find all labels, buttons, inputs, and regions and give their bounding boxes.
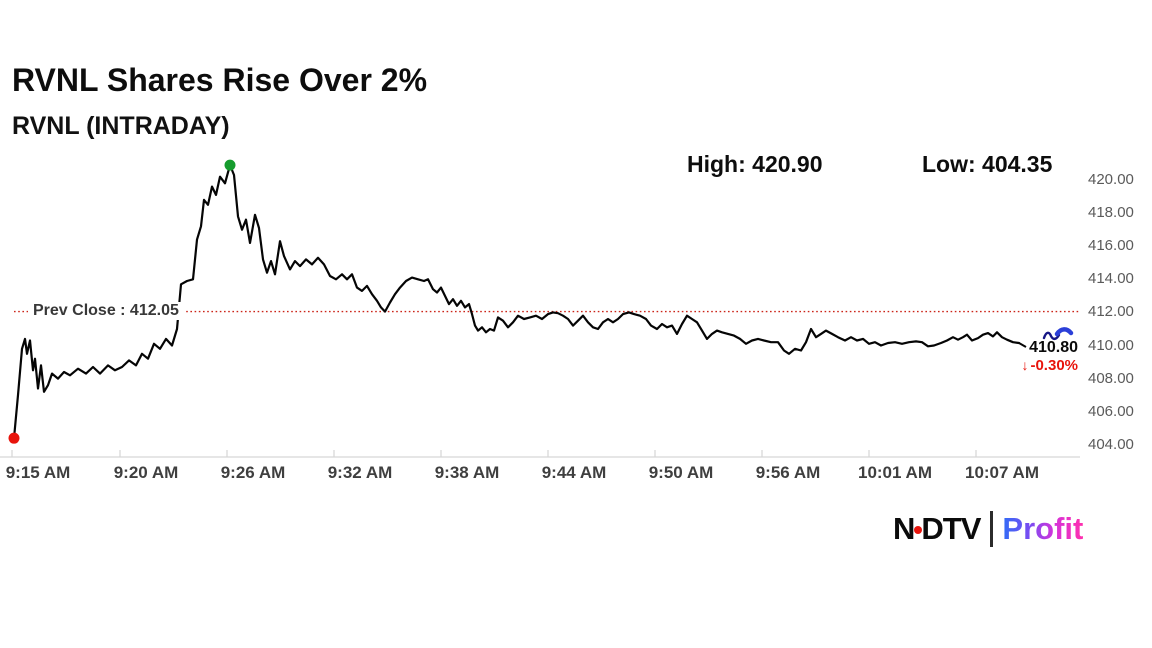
ndtv-letters-dtv: DTV: [921, 511, 981, 546]
change-percent: -0.30%: [1030, 357, 1078, 374]
price-line: [12, 164, 1021, 440]
blue-squiggle-icon: [1042, 331, 1061, 341]
session-high-dot: [224, 159, 236, 171]
price-leader-dash: [1018, 342, 1027, 348]
y-axis-tick-label: 414.00: [1088, 270, 1134, 288]
x-axis-tick-label: 9:26 AM: [220, 463, 286, 482]
blue-squiggle-icon: [1054, 327, 1074, 337]
y-axis-tick-label: 412.00: [1088, 303, 1134, 321]
logo-separator: [990, 511, 994, 547]
profit-wordmark: Profit: [1002, 511, 1084, 546]
x-axis-tick-label: 9:38 AM: [434, 463, 500, 482]
down-arrow-icon: ↓: [1021, 357, 1029, 373]
y-axis-tick-label: 408.00: [1088, 369, 1134, 387]
x-axis-tick-label: 9:56 AM: [755, 463, 821, 482]
y-axis-tick-label: 404.00: [1088, 435, 1134, 453]
x-axis-tick-label: 9:44 AM: [541, 463, 607, 482]
x-axis-tick-label: 9:20 AM: [113, 463, 179, 482]
high-value-label: High: 420.90: [687, 151, 823, 177]
y-axis-tick-label: 416.00: [1088, 237, 1134, 255]
y-axis-tick-label: 410.00: [1088, 336, 1134, 354]
ndtv-profit-logo: N DTV Profit: [893, 507, 1083, 551]
price-change-label: ↓ -0.30%: [1021, 357, 1078, 374]
ndtv-red-dot-icon: [914, 526, 923, 534]
page-title: RVNL Shares Rise Over 2%: [12, 62, 428, 98]
y-axis-tick-label: 420.00: [1088, 171, 1134, 188]
ndtv-wordmark: N DTV: [893, 511, 981, 547]
session-start-low-dot: [8, 432, 20, 444]
x-axis-tick-label: 9:15 AM: [5, 463, 71, 482]
y-axis-tick-label: 406.00: [1088, 402, 1134, 420]
last-price-label: 410.80: [1029, 339, 1078, 356]
x-axis-tick-label: 9:50 AM: [648, 463, 714, 482]
x-axis-tick-label: 10:07 AM: [964, 463, 1039, 482]
prev-close-label: Prev Close : 412.05: [28, 301, 184, 320]
x-axis-tick-label: 10:01 AM: [857, 463, 932, 482]
chart-subtitle: RVNL (INTRADAY): [12, 112, 230, 140]
x-axis-tick-label: 9:32 AM: [327, 463, 393, 482]
ndtv-letter-n: N: [893, 511, 915, 546]
y-axis-tick-label: 418.00: [1088, 204, 1134, 222]
low-value-label: Low: 404.35: [922, 151, 1053, 177]
